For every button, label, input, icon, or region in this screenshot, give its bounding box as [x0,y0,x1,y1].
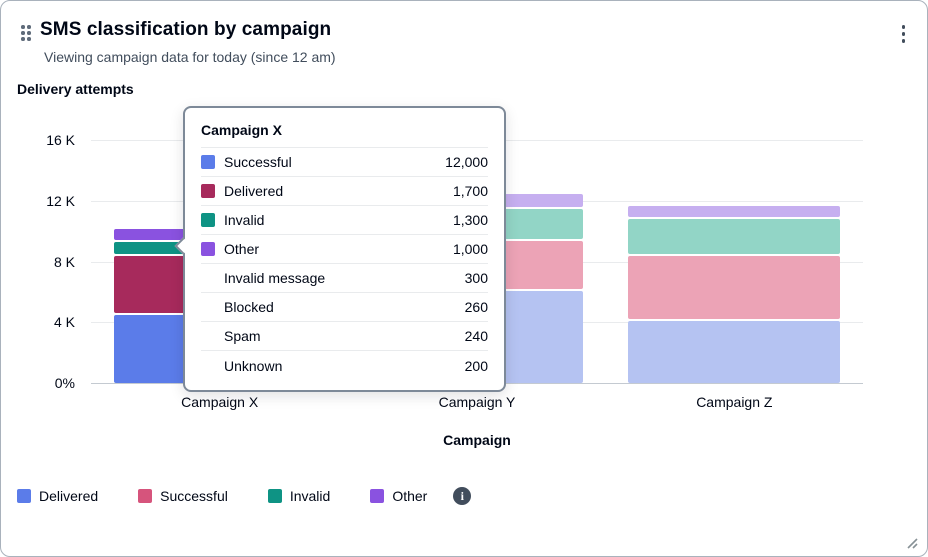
tooltip-subrow: Invalid message 300 [201,264,488,293]
tooltip-row: Other 1,000 [201,235,488,264]
bar-segment-invalid[interactable] [628,219,841,254]
legend-label: Delivered [39,488,99,504]
y-axis-tick-label: 0% [54,375,75,391]
series-swatch [267,489,282,503]
series-swatch [201,213,215,227]
chart-tooltip: Campaign X Successful 12,000 Delivered 1… [174,106,506,392]
series-swatch [201,242,215,256]
legend-item-successful[interactable]: Successful [138,488,228,504]
x-axis-title: Campaign [443,432,511,448]
bar-campaign-z[interactable] [628,205,841,383]
tooltip-row-label: Unknown [224,357,283,374]
series-swatch [201,184,215,198]
tooltip-row-value: 1,300 [452,212,488,228]
series-swatch [201,155,215,169]
y-axis-tick-label: 12 K [46,192,75,209]
tooltip-row-value: 1,000 [452,241,488,257]
legend-item-invalid[interactable]: Invalid [267,488,331,504]
tooltip-row: Invalid 1,300 [201,206,488,235]
tooltip-row-value: 260 [464,299,488,315]
tooltip-row-label: Delivered [224,183,284,199]
y-axis-tick-label: 16 K [46,132,75,148]
legend-label: Other [392,488,428,504]
tooltip-subrow: Unknown 200 [201,351,488,380]
legend-item-other[interactable]: Other [370,488,427,504]
x-axis-category-label: Campaign Z [696,394,773,410]
tooltip-row-label: Other [224,241,260,257]
drag-handle-icon[interactable] [21,25,31,41]
widget-title: SMS classification by campaign [40,19,332,40]
tooltip-row-label: Invalid [224,212,265,228]
x-axis-category-label: Campaign X [181,394,259,410]
tooltip-row: Successful 12,000 [201,148,488,177]
tooltip-row-value: 12,000 [445,154,488,170]
tooltip-subrow: Spam 240 [201,322,488,351]
tooltip-title: Campaign X [201,120,488,148]
tooltip-row-label: Successful [224,154,292,170]
tooltip-row: Delivered 1,700 [201,177,488,206]
legend-item-delivered[interactable]: Delivered [17,488,98,504]
widget-subtitle: Viewing campaign data for today (since 1… [44,49,336,65]
info-icon[interactable]: i [453,487,472,505]
tooltip-row-value: 240 [464,328,488,344]
tooltip-row-value: 1,700 [452,183,488,199]
chart-legend: Delivered Successful Invalid Other i [17,487,472,505]
resize-handle-icon[interactable] [905,536,919,550]
bar-segment-successful[interactable] [628,255,841,320]
legend-label: Successful [160,488,228,504]
series-swatch [17,489,31,503]
tooltip-subrow: Blocked 260 [201,293,488,322]
bar-segment-other[interactable] [628,205,841,218]
widget-header: SMS classification by campaign [21,19,913,49]
series-swatch [138,489,153,503]
vertical-ellipsis-menu-button[interactable] [894,19,914,49]
series-swatch [370,489,385,503]
y-axis-tick-label: 8 K [53,253,75,270]
tooltip-row-label: Blocked [224,299,274,315]
tooltip-row-value: 200 [464,357,488,374]
bar-segment-delivered[interactable] [628,321,841,383]
tooltip-row-value: 300 [464,270,488,286]
legend-label: Invalid [289,488,331,504]
x-axis-category-label: Campaign Y [438,394,516,410]
y-axis-tick-label: 4 K [53,314,75,331]
tooltip-row-label: Invalid message [224,270,326,286]
tooltip-row-label: Spam [224,328,261,344]
chart-heading: Delivery attempts [17,81,134,97]
